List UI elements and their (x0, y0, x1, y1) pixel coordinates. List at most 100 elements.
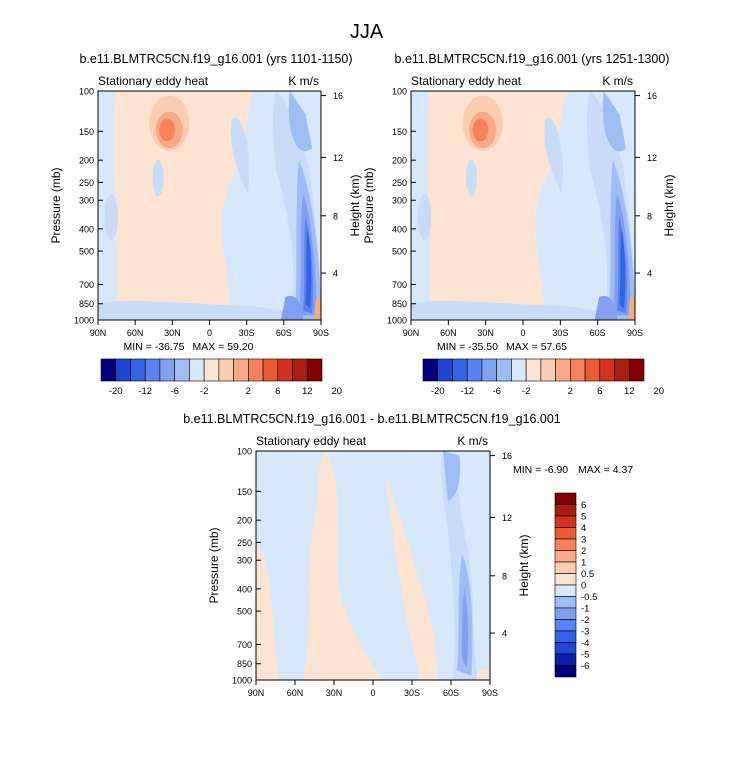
colorbar-label: 2 (581, 546, 586, 557)
chart-panel-1: b.e11.BLMTRC5CN.f19_g16.001 (yrs 1101-11… (49, 52, 362, 397)
contour-region (628, 292, 635, 320)
colorbar-swatch (584, 358, 601, 382)
y-tick-label: 1000 (232, 676, 252, 686)
colorbar-swatch (233, 358, 249, 382)
max-label: MAX = 57.65 (506, 341, 567, 353)
colorbar-swatch (452, 358, 468, 382)
colorbar-label: 20 (331, 386, 342, 397)
colorbar-label: 2 (246, 386, 251, 397)
chart-panel-2: b.e11.BLMTRC5CN.f19_g16.001 (yrs 1251-13… (362, 52, 676, 397)
contour-region (305, 228, 312, 309)
colorbar-label: -0.5 (581, 592, 597, 603)
colorbar-swatch (554, 584, 577, 597)
right-tick-label: 16 (647, 91, 657, 101)
colorbar-label: 4 (581, 523, 586, 534)
colorbar-swatch (248, 358, 264, 382)
colorbar-swatch (511, 358, 527, 382)
colorbar-label: 6 (275, 386, 280, 397)
panel-title: b.e11.BLMTRC5CN.f19_g16.001 - b.e11.BLMT… (183, 412, 561, 426)
colorbar-swatch (189, 358, 205, 382)
colorbar-label: 12 (302, 386, 313, 397)
y-tick-label: 400 (79, 224, 94, 234)
contour-region (384, 473, 439, 680)
right-tick-label: 16 (502, 451, 512, 461)
x-tick-label: 90S (627, 328, 643, 338)
x-tick-label: 30S (239, 328, 255, 338)
y-tick-label: 200 (237, 516, 252, 526)
y-tick-label: 850 (79, 299, 94, 309)
right-axis-label: Height (km) (348, 174, 362, 236)
colorbar-swatch (496, 358, 512, 382)
x-tick-label: 60N (127, 328, 144, 338)
y-tick-label: 500 (237, 607, 252, 617)
contour-region (104, 194, 119, 240)
colorbar-label: -4 (581, 638, 589, 649)
panel-title: b.e11.BLMTRC5CN.f19_g16.001 (yrs 1101-11… (79, 52, 352, 66)
colorbar-swatch (437, 358, 453, 382)
y-axis-label: Pressure (mb) (207, 527, 221, 603)
colorbar-label: 1 (581, 558, 586, 569)
colorbar-swatch (554, 619, 577, 632)
y-tick-label: 200 (392, 156, 407, 166)
contour-region (98, 301, 299, 320)
min-label: MIN = -35.50 (437, 341, 498, 353)
colorbar-swatch (554, 665, 577, 678)
y-tick-label: 400 (237, 584, 252, 594)
colorbar-swatch (599, 358, 615, 382)
y-tick-label: 100 (392, 87, 407, 97)
colorbar-label: -6 (492, 386, 500, 397)
y-tick-label: 250 (237, 538, 252, 548)
y-tick-label: 100 (237, 447, 252, 457)
right-tick-label: 16 (333, 91, 343, 101)
colorbar-swatch (554, 607, 577, 620)
colorbar-swatch (554, 561, 577, 574)
colorbar-label: 2 (568, 386, 573, 397)
colorbar-label: 20 (653, 386, 664, 397)
right-label: K m/s (288, 74, 319, 88)
colorbar-swatch (554, 596, 577, 609)
contour-region (594, 295, 618, 320)
panel-title: b.e11.BLMTRC5CN.f19_g16.001 (yrs 1251-13… (395, 52, 670, 66)
colorbar-swatch (203, 358, 220, 382)
y-tick-label: 1000 (387, 316, 407, 326)
right-tick-label: 8 (502, 571, 507, 581)
panels: b.e11.BLMTRC5CN.f19_g16.001 (yrs 1101-11… (49, 52, 676, 698)
colorbar-label: -2 (581, 615, 589, 626)
right-label: K m/s (602, 74, 633, 88)
left-label: Stationary eddy heat (256, 434, 367, 448)
x-tick-label: 0 (370, 688, 375, 698)
x-tick-label: 30N (477, 328, 494, 338)
left-label: Stationary eddy heat (98, 74, 209, 88)
right-tick-label: 12 (502, 513, 512, 523)
colorbar-label: 6 (597, 386, 602, 397)
y-tick-label: 250 (392, 178, 407, 188)
min-label: MIN = -36.75 (124, 341, 185, 353)
colorbar-swatch (466, 358, 483, 382)
contour-region (280, 295, 304, 320)
colorbar-label: -6 (581, 661, 589, 672)
contour-region (411, 301, 613, 320)
y-tick-label: 700 (392, 280, 407, 290)
left-label: Stationary eddy heat (411, 74, 522, 88)
colorbar: -20 -12 -6 -2 2 6 12 20 (422, 358, 664, 397)
max-label: MAX = 59.20 (193, 341, 254, 353)
colorbar-swatch (555, 358, 571, 382)
colorbar-label: -2 (522, 386, 530, 397)
y-tick-label: 100 (79, 87, 94, 97)
colorbar-swatch (292, 358, 308, 382)
colorbar-label: -20 (109, 386, 123, 397)
y-tick-label: 500 (79, 247, 94, 257)
x-tick-label: 60S (276, 328, 292, 338)
contour-region (465, 159, 478, 197)
colorbar-swatch (540, 358, 556, 382)
contour-region (443, 451, 461, 502)
colorbar-label: -12 (138, 386, 152, 397)
x-tick-label: 90S (313, 328, 329, 338)
y-tick-label: 300 (79, 196, 94, 206)
contour-region (159, 118, 175, 142)
colorbar-label: 3 (581, 535, 586, 546)
x-tick-label: 30S (404, 688, 420, 698)
colorbar-swatch (554, 504, 577, 517)
contour-region (602, 91, 626, 152)
